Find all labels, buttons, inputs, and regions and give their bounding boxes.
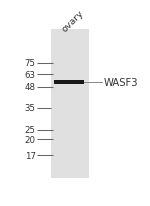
- Text: 25: 25: [25, 126, 36, 135]
- Text: 48: 48: [25, 83, 36, 92]
- Bar: [54, 80, 84, 85]
- Text: 17: 17: [25, 151, 36, 160]
- Text: 20: 20: [25, 135, 36, 144]
- Text: ovary: ovary: [61, 8, 86, 33]
- Text: 35: 35: [25, 104, 36, 112]
- Text: 63: 63: [25, 70, 36, 79]
- Text: 75: 75: [25, 59, 36, 68]
- Text: WASF3: WASF3: [104, 78, 138, 88]
- Bar: [51, 29, 88, 179]
